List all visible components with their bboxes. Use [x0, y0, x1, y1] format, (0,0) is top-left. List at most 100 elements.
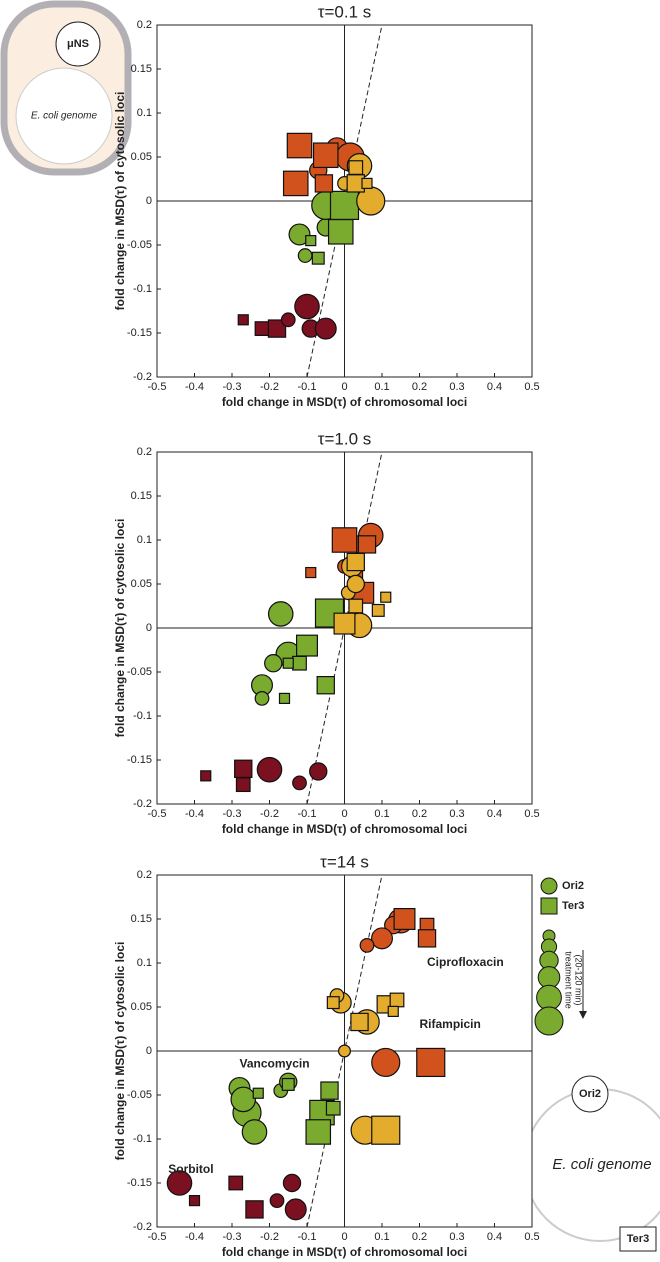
x-axis-label: fold change in MSD(τ) of chromosomal loc… [222, 822, 467, 836]
y-tick-label: -0.1 [133, 283, 152, 295]
square-point [331, 527, 358, 553]
circle-point [338, 1044, 352, 1058]
x-tick-label: -0.1 [298, 1231, 317, 1243]
y-tick-label: -0.1 [133, 710, 152, 722]
x-tick-label: -0.2 [260, 381, 279, 393]
y-axis-label: fold change in MSD(τ) of cytosolic loci [113, 92, 127, 311]
x-tick-label: -0.2 [260, 808, 279, 820]
size-legend-label: treatment time [564, 951, 574, 1009]
circle-point [309, 762, 328, 781]
circle-point [314, 317, 337, 340]
x-tick-label: 0.2 [412, 808, 427, 820]
y-tick-label: 0 [146, 195, 152, 207]
square-point [282, 657, 294, 669]
y-tick-label: -0.2 [133, 1221, 152, 1233]
y-tick-label: 0.05 [131, 578, 152, 590]
circle-point [241, 1119, 268, 1145]
genome-label: E. coli genome [31, 111, 98, 122]
genome-icon [15, 67, 113, 165]
circle-point [292, 775, 307, 791]
x-tick-label: 0.5 [524, 381, 539, 393]
size-legend-arrowhead [579, 1011, 587, 1019]
square-point [311, 251, 325, 265]
square-point [327, 219, 354, 245]
x-tick-label: -0.5 [148, 381, 167, 393]
x-tick-label: 0.5 [524, 808, 539, 820]
square-point [371, 1115, 401, 1145]
annotation: Ciprofloxacin [427, 955, 504, 969]
y-tick-label: 0.2 [137, 869, 152, 881]
size-legend-circle [536, 984, 562, 1011]
y-tick-label: 0.05 [131, 151, 152, 163]
chart-title: τ=0.1 s [318, 2, 372, 21]
square-point [305, 235, 317, 247]
square-point [296, 634, 319, 657]
circle-point [284, 1198, 307, 1221]
y-tick-label: 0.2 [137, 446, 152, 458]
ori-label: Ori2 [579, 1088, 601, 1100]
circle-point [256, 756, 283, 783]
square-point [252, 1087, 264, 1099]
square-point [312, 142, 339, 169]
square-point [348, 160, 364, 175]
y-tick-label: 0 [146, 622, 152, 634]
y-tick-label: 0.15 [131, 490, 152, 502]
circle-point [359, 938, 375, 953]
circle-point [280, 312, 296, 328]
circle-point [371, 1047, 401, 1078]
y-axis-label: fold change in MSD(τ) of cytosolic loci [113, 519, 127, 738]
x-tick-label: 0.4 [487, 1231, 502, 1243]
x-tick-label: -0.3 [223, 808, 242, 820]
square-point [245, 1200, 264, 1219]
granule-icon [55, 21, 101, 67]
annotation: Vancomycin [240, 1056, 310, 1070]
circle-point [371, 927, 394, 950]
x-tick-label: 0 [341, 1231, 347, 1243]
y-tick-label: -0.1 [133, 1133, 152, 1145]
square-point [361, 177, 373, 189]
square-point [305, 566, 317, 579]
square-point [282, 170, 309, 197]
x-tick-label: 0.1 [374, 1231, 389, 1243]
square-point [316, 675, 335, 695]
y-tick-label: 0.15 [131, 63, 152, 75]
chromosome-label: E. coli genome [552, 1156, 651, 1173]
square-point [237, 314, 249, 326]
square-point [234, 759, 253, 779]
circle-point [264, 654, 283, 673]
chart-title: τ=14 s [320, 852, 369, 871]
x-tick-label: 0.4 [487, 808, 502, 820]
y-tick-label: -0.05 [127, 666, 152, 678]
y-tick-label: 0 [146, 1045, 152, 1057]
square-point [326, 996, 340, 1010]
circle-point [267, 601, 294, 627]
legend-label: Ter3 [562, 900, 584, 912]
square-point [350, 1012, 369, 1032]
circle-point [346, 574, 365, 594]
x-tick-label: -0.1 [298, 381, 317, 393]
square-point [292, 655, 307, 671]
granule-label: μNS [67, 38, 89, 50]
circle-point [230, 1086, 257, 1113]
square-point [254, 321, 270, 336]
ter-label: Ter3 [627, 1233, 649, 1245]
x-tick-label: 0.1 [374, 381, 389, 393]
y-tick-label: -0.2 [133, 798, 152, 810]
ori-icon [571, 1075, 609, 1113]
x-tick-label: 0.4 [487, 381, 502, 393]
y-tick-label: -0.05 [127, 239, 152, 251]
square-point [320, 1081, 339, 1100]
x-axis-label: fold change in MSD(τ) of chromosomal loc… [222, 395, 467, 409]
square-point [281, 1077, 295, 1091]
legend-square [540, 897, 558, 915]
square-point [267, 319, 287, 338]
x-tick-label: 0.5 [524, 1231, 539, 1243]
annotation: Rifampicin [420, 1017, 481, 1031]
square-point [305, 1119, 332, 1145]
square-point [188, 1194, 201, 1207]
x-tick-label: 0.3 [449, 381, 464, 393]
y-tick-label: 0.1 [137, 107, 152, 119]
circle-point [166, 1170, 193, 1196]
x-axis-label: fold change in MSD(τ) of chromosomal loc… [222, 1245, 467, 1259]
